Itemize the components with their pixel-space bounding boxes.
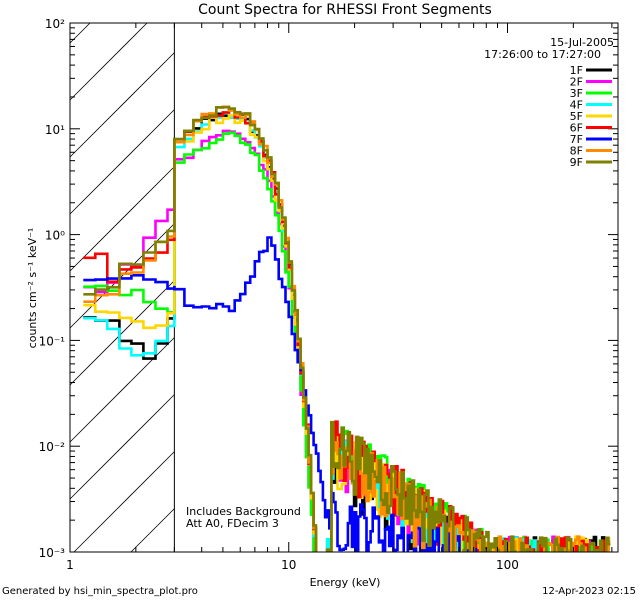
legend-label: 1F	[570, 64, 583, 77]
hatch-line	[73, 451, 175, 553]
legend-label: 5F	[570, 110, 583, 123]
legend-label: 8F	[570, 145, 583, 158]
y-tick-label: 10⁻³	[39, 546, 66, 560]
x-tick-label: 100	[496, 558, 519, 572]
date-label: 15-Jul-2005	[550, 36, 614, 49]
axis-ticks: 1 10 100 10² 10¹ 10⁰ 10⁻¹ 10⁻² 10⁻³	[39, 17, 618, 572]
legend-label: 6F	[570, 122, 583, 135]
y-tick-label: 10⁰	[45, 229, 65, 243]
chart-title: Count Spectra for RHESSI Front Segments	[198, 2, 492, 18]
legend-label: 2F	[570, 76, 583, 89]
x-tick-label: 1	[66, 558, 74, 572]
plot-frame	[69, 22, 619, 553]
hatch-line	[69, 22, 148, 101]
legend-label: 3F	[570, 87, 583, 100]
legend-label: 9F	[570, 156, 583, 169]
annotation-attenuator: Att A0, FDecim 3	[186, 517, 279, 530]
hatch-line	[69, 394, 175, 500]
legend-label: 7F	[570, 133, 583, 146]
time-range-label: 17:26:00 to 17:27:00	[484, 48, 601, 61]
hatch-line	[69, 223, 175, 329]
x-axis-label: Energy (keV)	[310, 576, 381, 589]
y-tick-label: 10⁻¹	[39, 334, 66, 348]
y-tick-label: 10²	[45, 17, 65, 31]
series-2F	[83, 129, 606, 552]
series-7F	[83, 236, 505, 552]
hatch-line	[69, 166, 175, 272]
y-axis-label: counts cm⁻² s⁻¹ keV⁻¹	[26, 228, 39, 349]
y-tick-label: 10¹	[45, 123, 65, 137]
x-tick-label: 10	[281, 558, 296, 572]
hatch-line	[69, 280, 175, 386]
y-tick-label: 10⁻²	[39, 440, 66, 454]
legend-label: 4F	[570, 99, 583, 112]
hatch-line	[130, 508, 175, 553]
hatch-line	[69, 109, 175, 215]
footer-generated-by: Generated by hsi_min_spectra_plot.pro	[2, 586, 198, 597]
annotation-background: Includes Background	[186, 505, 301, 518]
hatch-line	[69, 337, 175, 443]
footer-timestamp: 12-Apr-2023 02:15	[542, 586, 636, 597]
hatch-line	[69, 52, 175, 158]
series-3F	[83, 131, 610, 552]
series-layer	[83, 105, 611, 552]
series-9F	[83, 105, 611, 552]
